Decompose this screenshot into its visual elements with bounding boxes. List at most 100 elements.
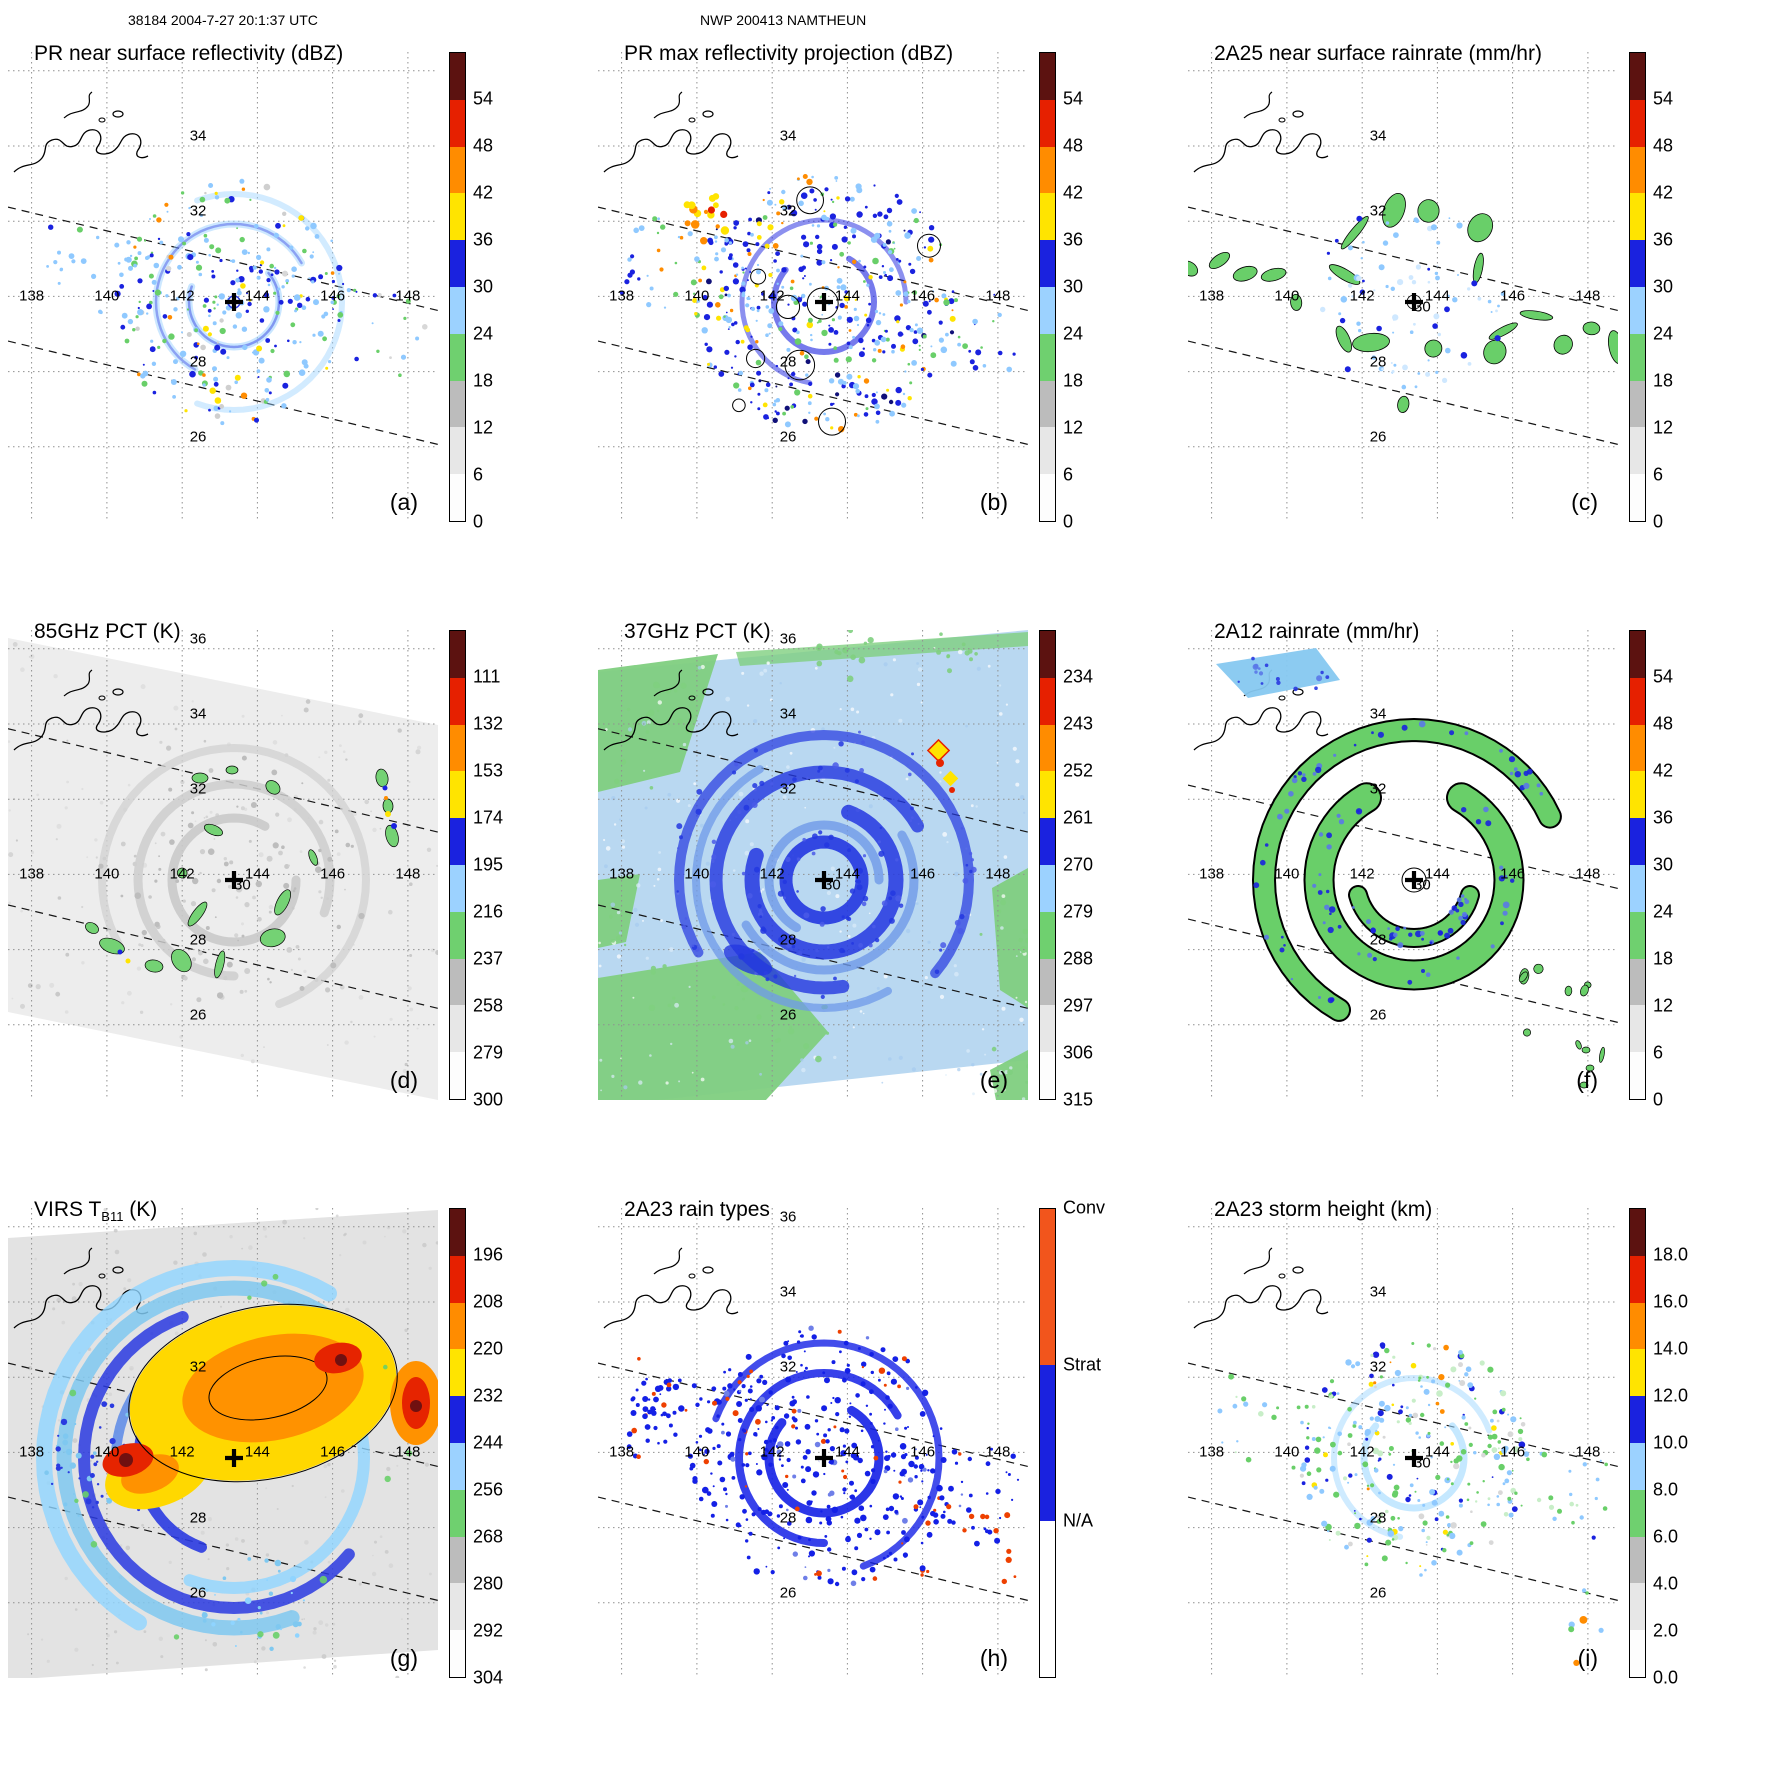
colorbar-tick: 24	[1653, 901, 1674, 922]
lon-label: 140	[684, 287, 710, 305]
colorbar-segment	[1040, 333, 1055, 381]
title-text: 2A12 rainrate (mm/hr)	[1214, 620, 1420, 643]
colorbar-segment	[450, 1005, 465, 1053]
lon-label: 148	[1575, 1443, 1601, 1461]
colorbar-tick: 36	[1653, 807, 1674, 828]
map-g: (g) 138 140 142 144 146 148 32 28 26	[8, 1208, 438, 1678]
colorbar-tick: 48	[1653, 135, 1674, 156]
colorbar-segment	[1040, 99, 1055, 147]
colorbar-segment	[450, 1052, 465, 1099]
colorbar-segment	[1040, 911, 1055, 959]
lon-label: 138	[1199, 1443, 1225, 1461]
colorbar-tick: 237	[473, 948, 504, 969]
colorbar-tick: 54	[473, 88, 494, 109]
colorbar-segment	[450, 865, 465, 912]
map-art	[8, 52, 438, 522]
colorbar-category-label: N/A	[1063, 1510, 1094, 1531]
colorbar-segment	[450, 146, 465, 194]
lon-label: 142	[759, 287, 785, 305]
colorbar-segment	[450, 53, 465, 100]
title-text: 85GHz PCT (K)	[34, 620, 181, 643]
lon-label: 142	[169, 1443, 195, 1461]
lon-label: 146	[910, 865, 936, 883]
title-sub: B11	[101, 1209, 124, 1224]
lat-label: 34	[1369, 1283, 1387, 1301]
colorbar-ticks-e: 234 243 252 261 270 279 288 297 306 315	[1063, 630, 1158, 1110]
lon-label: 140	[94, 1443, 120, 1461]
map-a: (a) 138 140 142 144 146 148 34 32 28 26	[8, 52, 438, 522]
panel-letter-d: (d)	[389, 1067, 418, 1093]
panel-title-b: PR max reflectivity projection (dBZ)	[624, 42, 953, 68]
colorbar-tick: 288	[1063, 948, 1094, 969]
panel-letter-e: (e)	[979, 1067, 1008, 1093]
colorbar-segment	[1040, 865, 1055, 912]
colorbar-segment	[450, 677, 465, 725]
colorbar-segment	[1630, 1209, 1645, 1256]
panel-i: 2A23 storm height (km) (i) 138 140 142 144 1…	[1180, 1190, 1770, 1768]
colorbar-segment	[1040, 631, 1055, 678]
title-text: PR near surface reflectivity (dBZ)	[34, 42, 344, 65]
lat-label: 26	[779, 1006, 797, 1024]
colorbar-tick: 252	[1063, 760, 1094, 781]
lon-label: 144	[244, 865, 270, 883]
lon-label: 142	[1349, 287, 1375, 305]
colorbar-segment	[1040, 193, 1055, 241]
colorbar-segment	[450, 333, 465, 381]
colorbar-segment	[1630, 1536, 1645, 1584]
lat-label: 32	[779, 780, 797, 798]
colorbar-segment	[450, 1536, 465, 1584]
title-text: 2A25 near surface rainrate (mm/hr)	[1214, 42, 1542, 65]
colorbar-segment	[450, 99, 465, 147]
title-text: PR max reflectivity projection (dBZ)	[624, 42, 954, 65]
panel-c: 2A25 near surface rainrate (mm/hr) (c) 1…	[1180, 34, 1770, 612]
lon-label: 142	[169, 287, 195, 305]
colorbar-tick: 216	[473, 901, 504, 922]
colorbar-tick: 12.0	[1653, 1385, 1689, 1406]
lon-label: 144	[244, 287, 270, 305]
colorbar-tick: 30	[1063, 276, 1084, 297]
colorbar-segment	[1630, 1489, 1645, 1537]
lon-label: 144	[834, 865, 860, 883]
lon-label: 142	[759, 1443, 785, 1461]
colorbar-i	[1629, 1208, 1646, 1678]
colorbar-segment	[1040, 53, 1055, 100]
colorbar-tick: 0	[1063, 511, 1074, 532]
colorbar-segment	[1630, 1255, 1645, 1303]
colorbar-segment	[1630, 1583, 1645, 1631]
colorbar-segment	[1630, 333, 1645, 381]
lon-label: 140	[94, 865, 120, 883]
colorbar-segment	[1040, 1005, 1055, 1053]
lat-label: 36	[779, 1208, 797, 1226]
lon-label: 142	[759, 865, 785, 883]
panel-title-d: 85GHz PCT (K)	[34, 620, 181, 646]
lon-label: 138	[1199, 865, 1225, 883]
colorbar-tick: 196	[473, 1244, 504, 1265]
lon-label: 138	[609, 865, 635, 883]
map-c: (c) 138 140 142 144 146 148 34 32 30 28 26	[1188, 52, 1618, 522]
panel-title-i: 2A23 storm height (km)	[1214, 1198, 1432, 1224]
colorbar-segment	[450, 1302, 465, 1350]
colorbar-segment	[1630, 865, 1645, 912]
colorbar-tick: 297	[1063, 995, 1094, 1016]
colorbar-tick: 0	[1653, 511, 1664, 532]
map-art	[598, 52, 1028, 522]
map-e: (e) 138 140 142 144 146 148 36 34 32 30 28 26	[598, 630, 1028, 1100]
colorbar-tick: 18.0	[1653, 1244, 1689, 1265]
colorbar-tick: 258	[473, 995, 504, 1016]
colorbar-segment	[1630, 1443, 1645, 1490]
colorbar-segment	[1040, 146, 1055, 194]
lat-label: 28	[1369, 1509, 1387, 1527]
colorbar-segment	[1040, 677, 1055, 725]
colorbar-tick: 195	[473, 854, 504, 875]
lat-label: 34	[1369, 127, 1387, 145]
colorbar-tick: 30	[1653, 854, 1674, 875]
colorbar-segment	[450, 771, 465, 819]
lat-label: 32	[1369, 780, 1387, 798]
colorbar-d	[449, 630, 466, 1100]
panel-letter-h: (h)	[979, 1645, 1008, 1671]
colorbar-tick: 12	[1653, 417, 1674, 438]
colorbar-segment	[1040, 287, 1055, 334]
lon-label: 146	[320, 287, 346, 305]
lat-label: 30	[824, 876, 841, 894]
